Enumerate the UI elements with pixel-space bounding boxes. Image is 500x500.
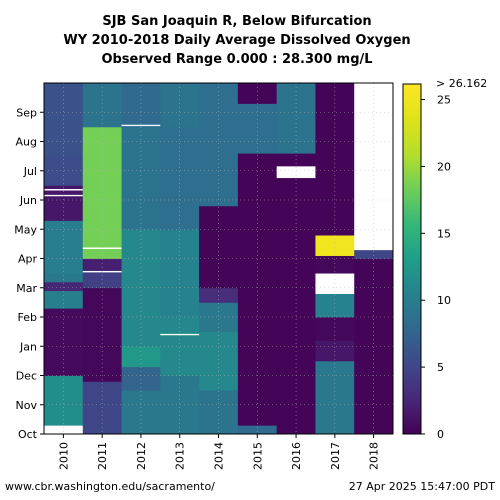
heatmap-cell <box>121 346 161 368</box>
heatmap-cell <box>315 235 355 256</box>
x-tick-label: 2012 <box>135 442 148 470</box>
heatmap-cell <box>44 156 84 186</box>
y-tick-label: May <box>14 223 37 236</box>
footer-timestamp: 27 Apr 2025 15:47:00 PDT <box>349 480 496 493</box>
colorbar-tick-label: 20 <box>437 160 451 173</box>
x-tick-label: 2010 <box>57 442 70 470</box>
heatmap-cell <box>160 375 200 435</box>
grid-lines <box>44 83 393 435</box>
heatmap-cell <box>121 83 161 128</box>
x-tick-label: 2011 <box>96 442 109 470</box>
colorbar-top-label: > 26.162 <box>436 77 487 90</box>
heatmap-cell <box>82 83 122 128</box>
y-tick-label: Sep <box>16 106 37 119</box>
heatmap-cells <box>44 83 394 435</box>
colorbar-gradient <box>402 83 422 435</box>
heatmap-cell <box>160 83 200 128</box>
y-axis: Oct Nov Dec Jan Feb Mar Apr May Jun Jul Aug Sep <box>14 106 44 441</box>
x-tick-label: 2016 <box>290 442 303 470</box>
heatmap-cell <box>315 317 355 341</box>
x-tick-label: 2018 <box>368 442 381 470</box>
colorbar-tick-label: 5 <box>437 361 444 374</box>
y-tick-label: Oct <box>18 428 38 441</box>
heatmap-cell <box>315 255 355 274</box>
y-tick-label: Dec <box>16 370 37 383</box>
heatmap-cell <box>276 83 316 154</box>
heatmap-cell <box>82 126 122 259</box>
y-tick-label: Mar <box>16 282 37 295</box>
x-axis: 2010 2011 2012 2013 2014 2015 2016 2017 2018 <box>57 434 381 470</box>
y-tick-label: Jul <box>23 165 37 178</box>
heatmap-cell <box>237 83 278 104</box>
heatmap-cell <box>121 366 161 391</box>
colorbar-tick-label: 15 <box>437 227 451 240</box>
heatmap-cell <box>315 340 355 362</box>
heatmap-cell <box>199 331 239 391</box>
colorbar-tick-label: 25 <box>437 94 451 107</box>
heatmap-cell <box>44 220 84 274</box>
x-tick-label: 2013 <box>174 442 187 470</box>
heatmap-cell <box>44 308 84 376</box>
heatmap-cell <box>160 126 200 230</box>
y-tick-label: Aug <box>16 136 37 149</box>
x-tick-label: 2014 <box>213 442 226 470</box>
colorbar-tick-label: 10 <box>437 294 451 307</box>
heatmap-cell <box>44 425 84 435</box>
colorbar-tick-label: 0 <box>437 428 444 441</box>
heatmap-cell <box>237 103 278 154</box>
chart-title-line-1: SJB San Joaquin R, Below Bifurcation <box>102 14 371 29</box>
heatmap-cell <box>44 281 84 292</box>
missing-data-block <box>276 166 316 179</box>
y-tick-label: Nov <box>16 399 38 412</box>
heatmap-cell <box>160 229 200 318</box>
heatmap-cell <box>82 258 122 271</box>
heatmap-cell <box>315 360 355 435</box>
colorbar: > 26.162 0 5 10 15 20 25 <box>402 77 487 441</box>
y-tick-label: Jan <box>19 340 37 353</box>
heatmap-cell <box>44 273 84 283</box>
heatmap-cell <box>237 153 278 426</box>
x-tick-label: 2015 <box>251 442 264 470</box>
heatmap-cell <box>354 83 394 251</box>
chart-title-line-3: Observed Range 0.000 : 28.300 mg/L <box>101 52 372 67</box>
y-tick-label: Feb <box>18 311 37 324</box>
heatmap-cell <box>121 126 161 230</box>
y-tick-label: Apr <box>18 253 38 266</box>
x-tick-label: 2017 <box>329 442 342 470</box>
heatmap-cell <box>315 293 355 318</box>
y-tick-label: Jun <box>19 194 37 207</box>
heatmap-cell <box>237 425 278 435</box>
chart-title-line-2: WY 2010-2018 Daily Average Dissolved Oxy… <box>63 33 410 48</box>
heatmap-cell <box>354 249 394 259</box>
footer-url: www.cbr.washington.edu/sacramento/ <box>5 480 215 493</box>
